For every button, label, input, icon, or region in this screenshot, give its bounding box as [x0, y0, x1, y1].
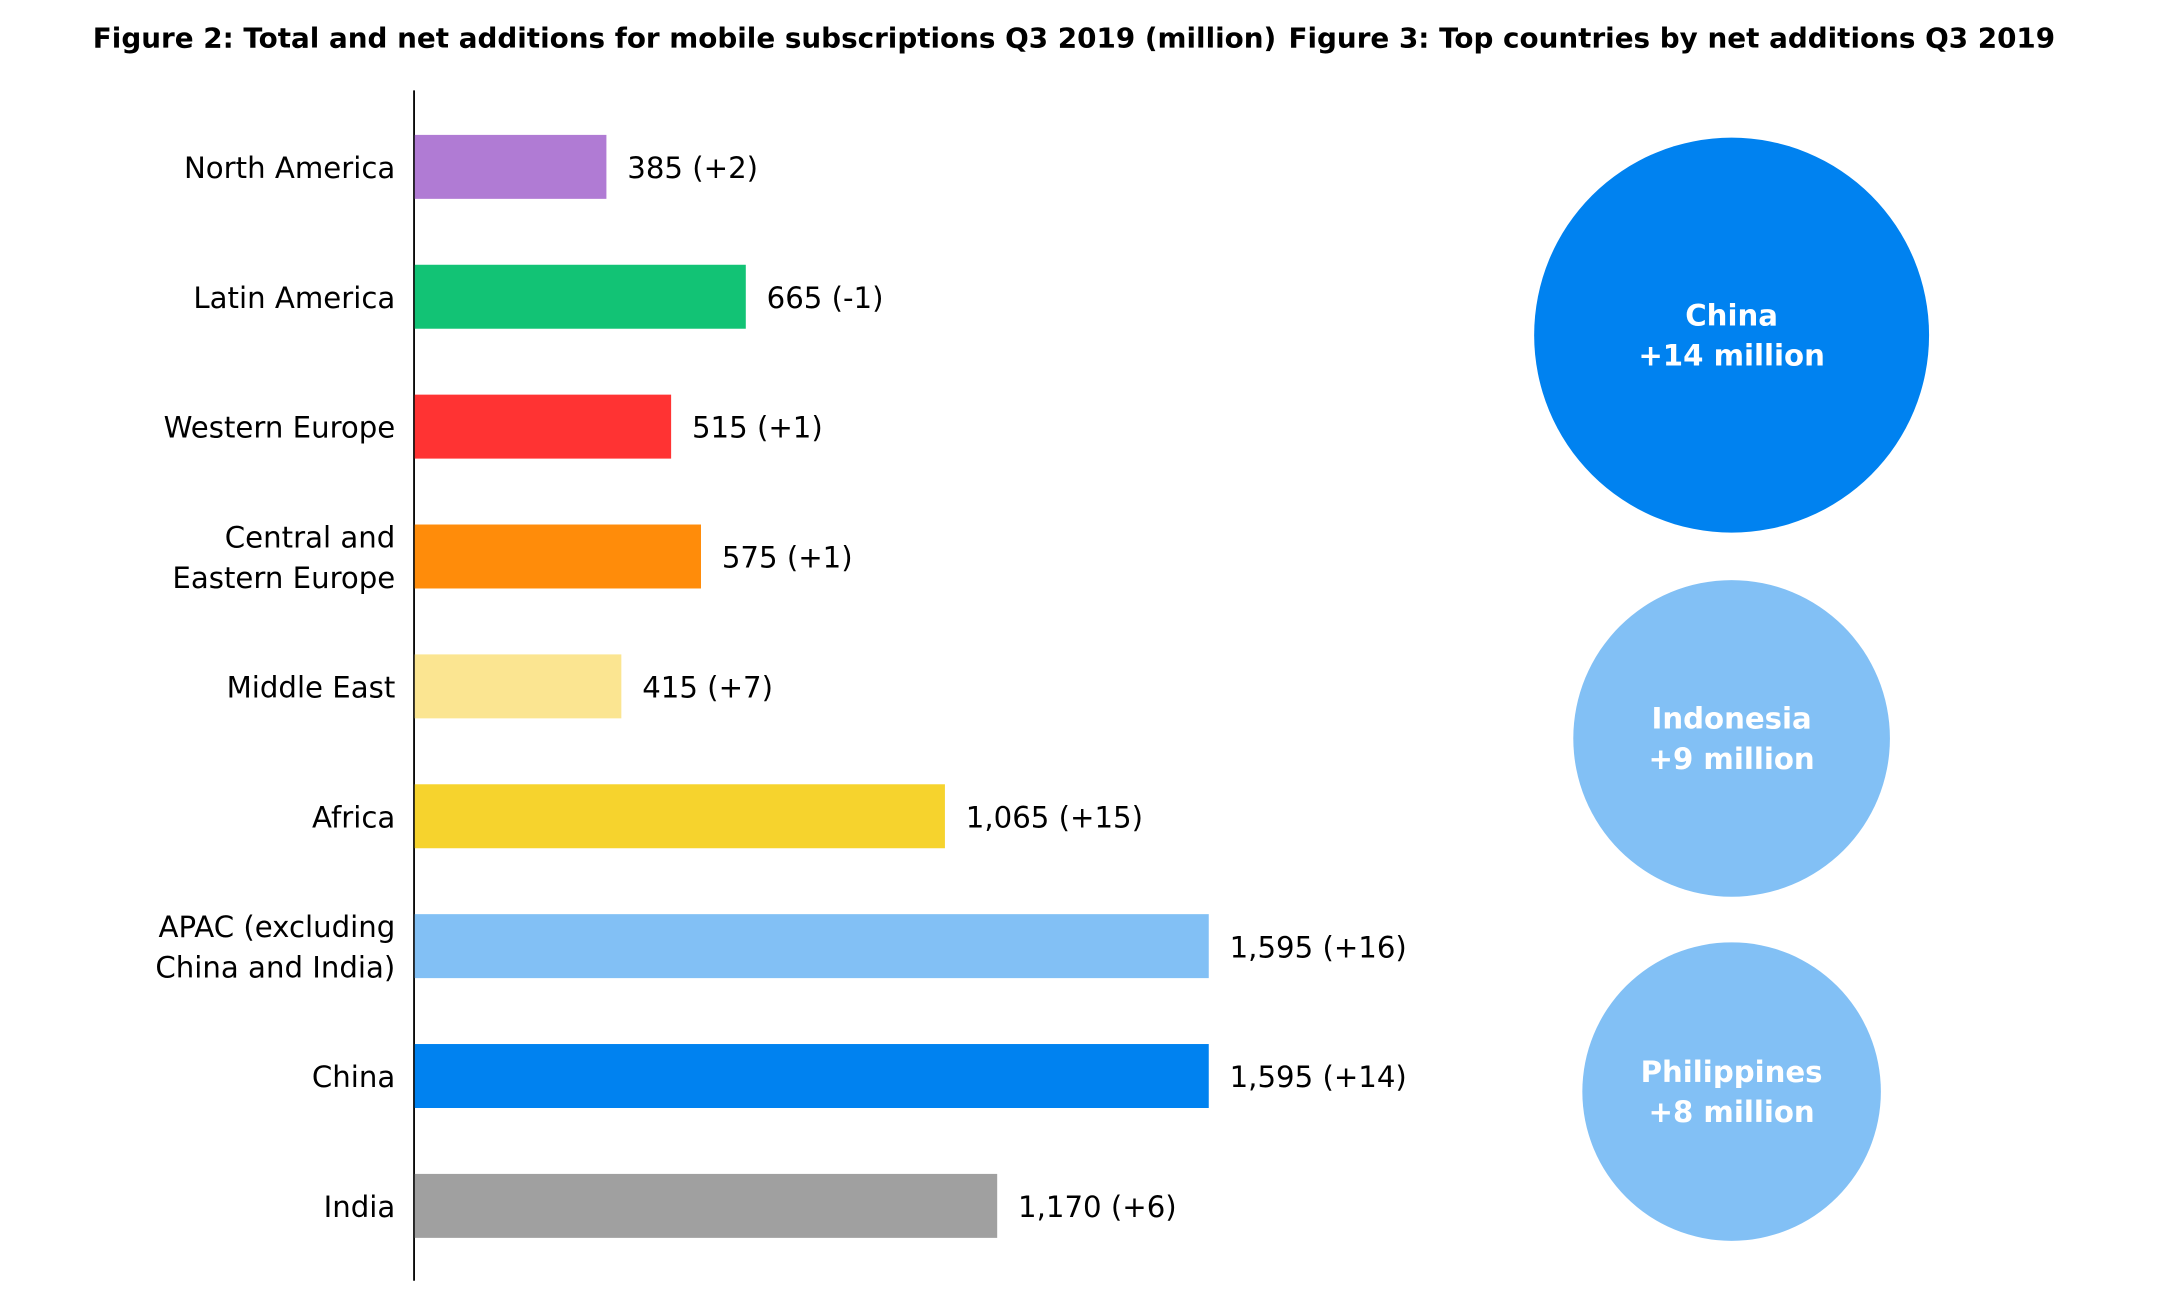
bubble [1534, 137, 1930, 533]
bubble-series: China +14 million Indonesia +9 million Phili… [1534, 137, 1930, 1241]
bar-series: North America 385 (+2) Latin America 665 (-… [155, 134, 1407, 1238]
bubble-country-label: Indonesia [1651, 702, 1811, 736]
category-label: Central and [225, 520, 395, 554]
bar [414, 134, 607, 199]
data-label: 515 (+1) [692, 411, 823, 445]
category-label: China [312, 1060, 395, 1094]
figure2-title: Figure 2: Total and net additions for mo… [93, 21, 1276, 54]
bubble [1582, 942, 1881, 1241]
category-label: Africa [312, 800, 395, 834]
category-label: Eastern Europe [172, 561, 395, 595]
category-label: Middle East [227, 671, 396, 705]
bubble-value-label: +8 million [1649, 1095, 1815, 1129]
bar [414, 914, 1209, 979]
data-label: 665 (-1) [767, 281, 884, 315]
bar [414, 784, 945, 849]
bubble [1573, 580, 1890, 897]
bar [414, 264, 746, 329]
bar [414, 394, 672, 459]
bar [414, 1173, 998, 1238]
data-label: 1,595 (+14) [1230, 1060, 1407, 1094]
bubble-country-label: Philippines [1641, 1055, 1823, 1089]
category-label: Latin America [193, 281, 395, 315]
bubble-country-label: China [1685, 298, 1778, 332]
category-label: North America [184, 151, 395, 185]
bar [414, 524, 701, 589]
data-label: 1,595 (+16) [1230, 930, 1407, 964]
category-label: China and India) [155, 950, 395, 984]
data-label: 575 (+1) [722, 541, 853, 575]
bar [414, 654, 622, 719]
category-label: APAC (excluding [159, 910, 396, 944]
data-label: 1,170 (+6) [1018, 1190, 1177, 1224]
figure3-title: Figure 3: Top countries by net additions… [1289, 21, 2056, 54]
data-label: 1,065 (+15) [966, 800, 1143, 834]
category-label: India [324, 1190, 396, 1224]
data-label: 385 (+2) [627, 151, 758, 185]
bar [414, 1044, 1209, 1108]
bubble-value-label: +9 million [1649, 742, 1815, 776]
category-label: Western Europe [164, 411, 396, 445]
bubble-value-label: +14 million [1638, 339, 1825, 373]
data-label: 415 (+7) [642, 671, 773, 705]
